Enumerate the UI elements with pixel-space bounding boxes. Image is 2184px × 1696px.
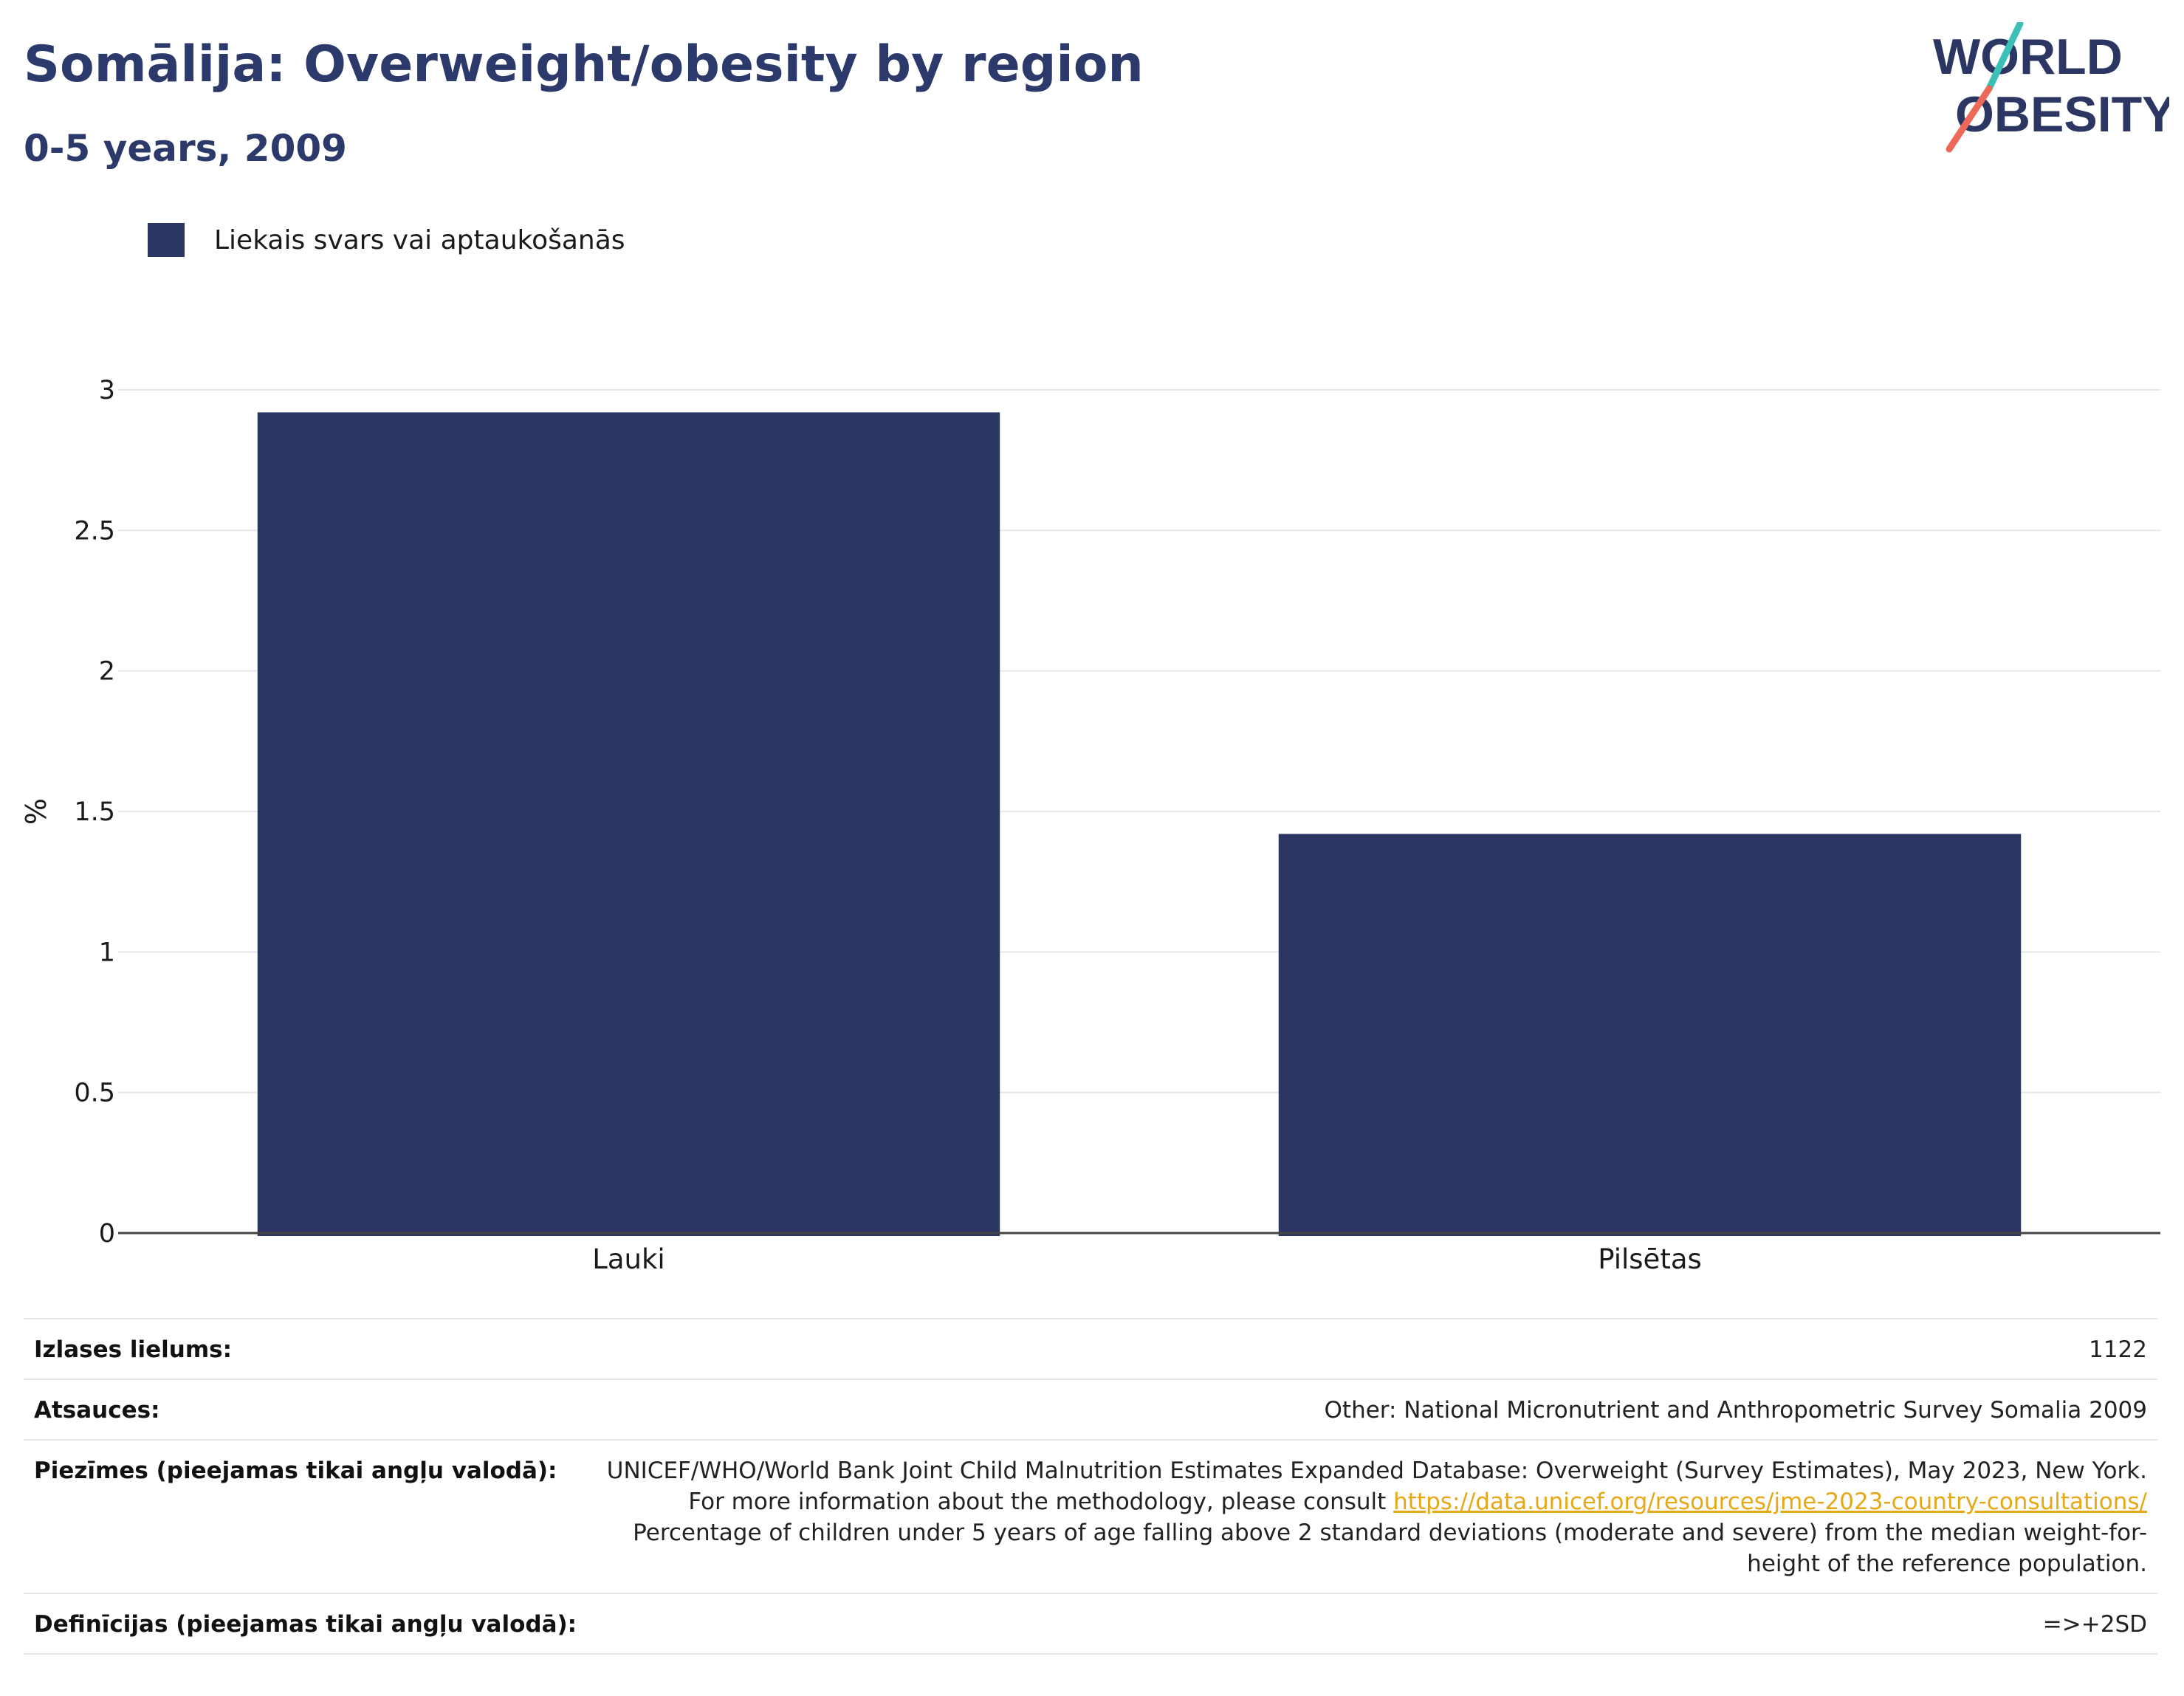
- chart-subtitle: 0-5 years, 2009: [24, 127, 347, 170]
- bar-chart: 0 0.5 1 1.5 2 2.5 3 Lauki Pilsētas%: [20, 376, 2160, 1275]
- world-obesity-logo: WORLD OBESITY: [1933, 22, 2169, 153]
- y-tick-label: 2: [99, 657, 115, 687]
- x-tick-label: Lauki: [592, 1243, 665, 1275]
- sources-label: Atsauces:: [34, 1397, 160, 1424]
- metadata-table: Izlases lielums: 1122 Atsauces: Other: N…: [24, 1318, 2157, 1655]
- y-tick-label: 1.5: [74, 797, 115, 827]
- y-tick-label: 0: [99, 1219, 115, 1249]
- definitions-value: =>+2SD: [2042, 1611, 2147, 1638]
- notes-value: UNICEF/WHO/World Bank Joint Child Malnut…: [604, 1455, 2147, 1579]
- sources-value: Other: National Micronutrient and Anthro…: [1324, 1397, 2147, 1424]
- y-tick-label: 0.5: [74, 1079, 115, 1108]
- y-axis-title: %: [20, 798, 52, 825]
- definitions-row: Definīcijas (pieejamas tikai angļu valod…: [24, 1593, 2157, 1655]
- sources-row: Atsauces: Other: National Micronutrient …: [24, 1379, 2157, 1439]
- definitions-label: Definīcijas (pieejamas tikai angļu valod…: [34, 1611, 577, 1638]
- notes-row: Piezīmes (pieejamas tikai angļu valodā):…: [24, 1439, 2157, 1593]
- y-tick-label: 3: [99, 376, 115, 405]
- legend: Liekais svars vai aptaukošanās: [148, 222, 625, 258]
- sample-size-value: 1122: [2089, 1336, 2147, 1363]
- sample-size-row: Izlases lielums: 1122: [24, 1318, 2157, 1379]
- notes-label: Piezīmes (pieejamas tikai angļu valodā):: [34, 1458, 557, 1484]
- y-tick-label: 1: [99, 938, 115, 967]
- bar-pilsētas: [1278, 834, 2022, 1236]
- chart-title: Somālija: Overweight/obesity by region: [24, 35, 1144, 94]
- x-tick-label: Pilsētas: [1598, 1243, 1702, 1275]
- legend-swatch: [148, 223, 185, 257]
- y-tick-label: 2.5: [74, 516, 115, 546]
- svg-text:WORLD: WORLD: [1933, 29, 2123, 85]
- bar-lauki: [257, 412, 1000, 1236]
- legend-label: Liekais svars vai aptaukošanās: [214, 224, 625, 255]
- notes-text: UNICEF/WHO/World Bank Joint Child Malnut…: [606, 1458, 2147, 1515]
- sample-size-label: Izlases lielums:: [34, 1336, 232, 1363]
- notes-definition-text: Percentage of children under 5 years of …: [633, 1520, 2147, 1577]
- svg-text:OBESITY: OBESITY: [1955, 86, 2169, 143]
- notes-link[interactable]: https://data.unicef.org/resources/jme-20…: [1393, 1489, 2147, 1515]
